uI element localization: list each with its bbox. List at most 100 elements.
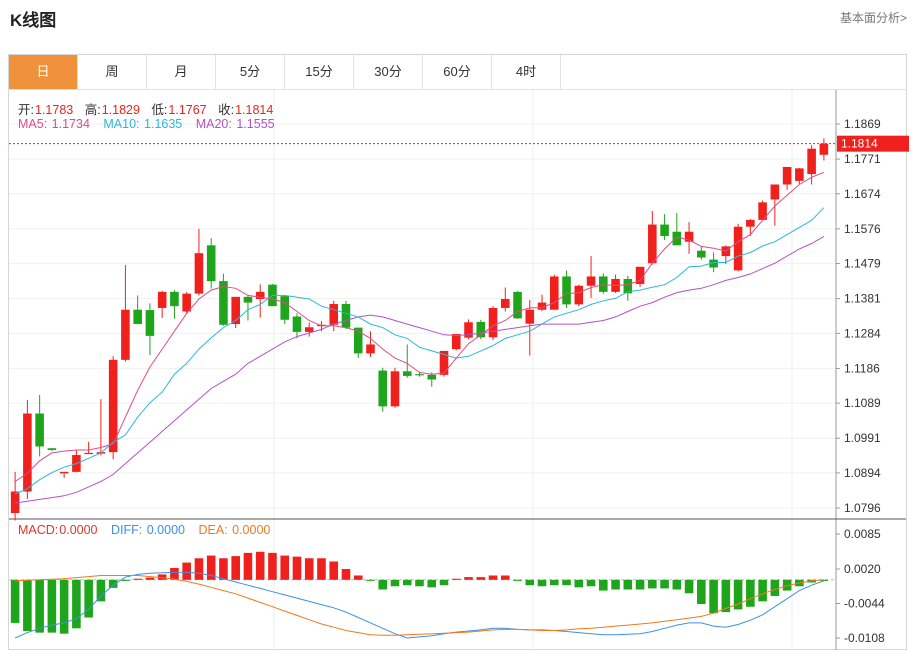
price-tick-label-0: 1.1869	[844, 117, 881, 131]
macd-bar-56	[697, 579, 706, 605]
candle-body-0	[10, 491, 20, 514]
macd-bar-35	[439, 579, 449, 586]
high-value: 1.1829	[101, 103, 140, 117]
tab-5min[interactable]: 5分	[216, 55, 285, 89]
macd-bar-7	[96, 579, 106, 602]
candle-body-16	[206, 245, 216, 282]
price-tick-label-11: 1.0796	[844, 501, 881, 515]
price-tick-label-6: 1.1284	[844, 326, 881, 340]
candle-body-43	[537, 302, 547, 310]
candle-body-42	[525, 309, 535, 324]
dea-label: DEA:	[198, 523, 228, 537]
open-label: 开:	[18, 103, 34, 117]
tab-week[interactable]: 周	[78, 55, 147, 89]
macd-bar-39	[488, 575, 498, 580]
candle-body-6	[84, 452, 93, 455]
macd-bar-18	[231, 556, 240, 580]
candle-body-1	[23, 413, 32, 492]
price-tick-label-3: 1.1576	[844, 222, 881, 236]
high-label: 高:	[84, 103, 101, 117]
macd-tick-label-1: 0.0020	[844, 562, 881, 576]
macd-bar-34	[427, 579, 437, 588]
ma10-line	[14, 207, 825, 495]
candle-body-9	[121, 309, 130, 360]
tab-month[interactable]: 月	[147, 55, 216, 89]
macd-bar-21	[268, 552, 277, 580]
candle-body-65	[807, 148, 816, 175]
macd-bar-47	[586, 579, 596, 587]
ma20-line	[15, 235, 825, 504]
macd-bar-4	[59, 579, 69, 634]
macd-bar-1	[23, 579, 32, 631]
chart-frame	[8, 54, 907, 650]
candle-body-66	[819, 143, 829, 155]
candle-body-37	[464, 322, 473, 338]
current-price-label: 1.1814	[841, 137, 878, 151]
macd-bar-8	[108, 579, 118, 588]
macd-bar-29	[366, 579, 375, 581]
macd-bar-41	[513, 579, 522, 581]
candle-body-54	[672, 231, 682, 246]
candle-body-46	[574, 285, 584, 305]
candle-body-27	[341, 304, 351, 328]
macd-bar-2	[35, 579, 44, 633]
tab-4hour[interactable]: 4时	[492, 55, 561, 89]
candle-body-2	[35, 413, 44, 447]
price-tick-label-9: 1.0991	[844, 431, 881, 445]
macd-bar-52	[648, 579, 657, 589]
macd-bar-11	[145, 577, 155, 580]
close-label: 收:	[218, 103, 235, 117]
tab-30min[interactable]: 30分	[354, 55, 423, 89]
tab-15min[interactable]: 15分	[285, 55, 354, 89]
tab-divider	[9, 89, 906, 90]
candle-body-17	[219, 281, 228, 325]
candle-body-60	[746, 219, 755, 227]
macd-bar-33	[415, 579, 424, 587]
candle-body-52	[648, 224, 657, 264]
candle-body-8	[108, 359, 118, 453]
macd-bar-28	[353, 575, 363, 580]
macd-bar-9	[121, 579, 130, 581]
candle-body-10	[133, 309, 142, 325]
macd-value: 0.0000	[59, 523, 98, 537]
macd-readout: MACD:0.0000 DIFF: 0.0000 DEA: 0.0000	[18, 523, 271, 537]
candle-body-34	[427, 374, 437, 380]
candle-body-39	[488, 307, 498, 338]
candle-body-30	[378, 370, 388, 407]
macd-label: MACD:	[18, 523, 59, 537]
candle-body-41	[513, 291, 522, 319]
macd-bar-66	[819, 579, 829, 581]
macd-bar-38	[476, 577, 486, 580]
macd-bar-15	[194, 558, 204, 580]
candle-body-51	[635, 266, 645, 284]
dea-value: 0.0000	[232, 523, 271, 537]
macd-bar-14	[182, 562, 191, 580]
macd-bar-23	[292, 556, 302, 580]
price-tick-label-7: 1.1186	[844, 361, 880, 375]
fundamental-analysis-link[interactable]: 基本面分析>	[839, 11, 907, 25]
macd-bar-43	[537, 579, 547, 587]
low-label: 低:	[151, 103, 168, 117]
tab-day[interactable]: 日	[9, 55, 78, 89]
low-value: 1.1767	[168, 103, 207, 117]
ohlc-readout: 开:1.1783 高:1.1829 低:1.1767 收:1.1814	[18, 99, 274, 118]
candle-body-13	[170, 291, 179, 307]
candle-body-61	[758, 202, 767, 220]
macd-bar-10	[133, 578, 142, 580]
candle-body-53	[660, 224, 669, 237]
macd-bar-36	[451, 578, 461, 580]
macd-bar-48	[599, 579, 608, 591]
macd-bar-58	[721, 579, 731, 613]
candle-body-36	[451, 334, 461, 350]
diff-label: DIFF:	[111, 523, 143, 537]
ma5-value: 1.1734	[51, 117, 90, 131]
tab-60min[interactable]: 60分	[423, 55, 492, 89]
macd-bar-61	[758, 579, 767, 602]
candle-body-14	[182, 293, 191, 312]
candle-body-59	[733, 226, 743, 271]
candle-body-12	[157, 291, 167, 308]
diff-line	[14, 571, 825, 639]
macd-tick-label-0: 0.0085	[844, 527, 881, 541]
ma5-label: MA5:	[18, 117, 48, 131]
